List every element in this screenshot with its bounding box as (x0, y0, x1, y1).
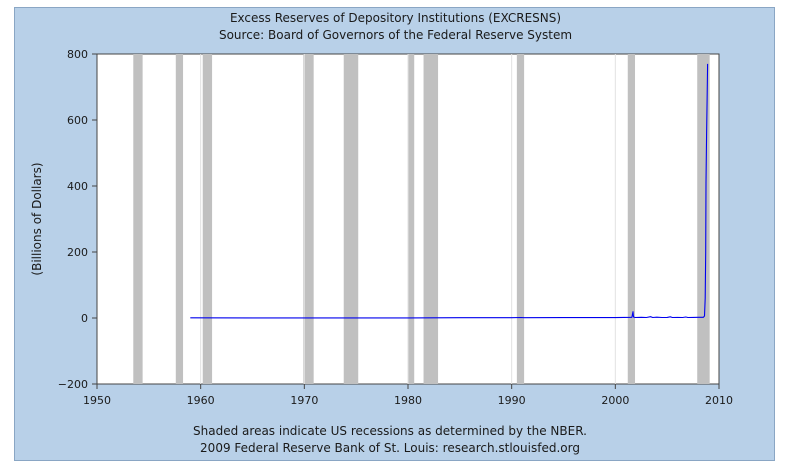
y-tick-label-5: 800 (67, 48, 88, 61)
y-axis-ticks: −200 0 200 400 600 800 (58, 48, 97, 391)
y-axis-label: (Billions of Dollars) (30, 162, 44, 275)
x-tick-label-3: 1980 (394, 394, 422, 407)
y-tick-label-0: −200 (58, 378, 88, 391)
x-tick-label-4: 1990 (498, 394, 526, 407)
chart: Excess Reserves of Depository Institutio… (30, 11, 733, 455)
recession-band-0 (133, 54, 143, 384)
recession-band-2 (202, 54, 213, 384)
footer-note: Shaded areas indicate US recessions as d… (193, 424, 587, 438)
recession-band-9 (697, 54, 710, 384)
recession-band-4 (343, 54, 359, 384)
recession-band-7 (516, 54, 525, 384)
y-tick-label-2: 200 (67, 246, 88, 259)
recession-bands (133, 54, 710, 384)
x-tick-label-0: 1950 (83, 394, 111, 407)
y-tick-label-3: 400 (67, 180, 88, 193)
recession-band-3 (303, 54, 314, 384)
chart-frame: Excess Reserves of Depository Institutio… (14, 7, 775, 461)
y-tick-label-1: 0 (81, 312, 88, 325)
grid-lines (200, 54, 616, 384)
x-tick-label-1: 1960 (187, 394, 215, 407)
y-tick-label-4: 600 (67, 114, 88, 127)
x-tick-label-5: 2000 (601, 394, 629, 407)
x-tick-label-2: 1970 (290, 394, 318, 407)
recession-band-1 (175, 54, 184, 384)
x-axis-ticks: 1950 1960 1970 1980 1990 2000 2010 (83, 384, 733, 407)
chart-subtitle: Source: Board of Governors of the Federa… (219, 28, 572, 42)
recession-band-5 (408, 54, 415, 384)
recession-band-6 (423, 54, 439, 384)
chart-title: Excess Reserves of Depository Institutio… (230, 11, 561, 25)
series-line-excresns (190, 63, 709, 319)
series-lines (190, 63, 709, 319)
x-tick-label-6: 2010 (705, 394, 733, 407)
recession-band-8 (627, 54, 636, 384)
footer-credit: 2009 Federal Reserve Bank of St. Louis: … (200, 441, 580, 455)
